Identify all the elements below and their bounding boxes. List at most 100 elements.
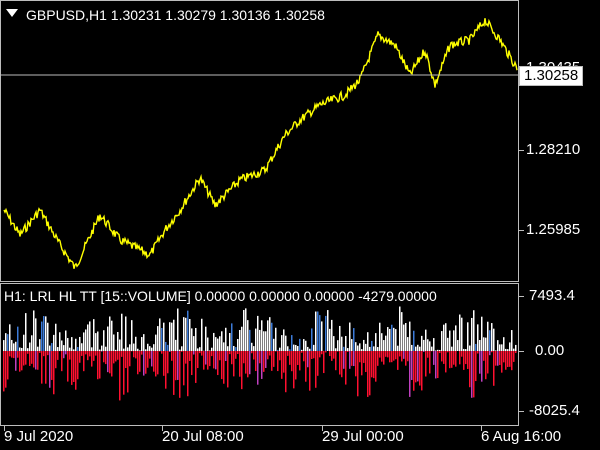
histogram-bar-negative <box>251 351 253 354</box>
histogram-bar-negative <box>419 351 421 386</box>
histogram-bar-positive <box>263 331 265 351</box>
histogram-bar-negative <box>17 351 19 358</box>
histogram-bar-negative <box>441 351 443 362</box>
histogram-bar-positive <box>83 332 85 351</box>
histogram-bar-positive <box>63 345 65 351</box>
histogram-bar-negative <box>283 351 285 373</box>
histogram-bar-negative <box>397 351 399 370</box>
indicator-pane[interactable] <box>0 283 519 426</box>
histogram-bar-negative <box>7 351 9 380</box>
histogram-bar-negative <box>259 351 261 364</box>
histogram-bar-negative <box>409 351 411 397</box>
histogram-bar-negative <box>477 351 479 354</box>
histogram-bar-negative <box>183 351 185 386</box>
histogram-bar-positive <box>27 348 29 351</box>
histogram-bar-negative <box>389 351 391 363</box>
histogram-bar-positive <box>363 339 365 351</box>
histogram-bar-positive <box>5 333 7 351</box>
histogram-bar-negative <box>123 351 125 395</box>
histogram-bar-positive <box>295 344 297 351</box>
histogram-bar-negative <box>515 351 517 354</box>
histogram-bar-negative <box>281 351 283 379</box>
histogram-bar-negative <box>423 351 425 352</box>
histogram-bar-positive <box>153 344 155 351</box>
histogram-bar-negative <box>141 351 143 355</box>
histogram-bar-positive <box>77 346 79 351</box>
histogram-bar-negative <box>231 351 233 365</box>
histogram-bar-positive <box>245 308 247 351</box>
histogram-bar-positive <box>275 327 277 351</box>
histogram-bar-negative <box>381 351 383 362</box>
histogram-bar-positive <box>455 325 457 351</box>
histogram-bar-negative <box>83 351 85 372</box>
histogram-bar-negative <box>361 351 363 376</box>
histogram-bar-negative <box>257 351 259 385</box>
histogram-bar-positive <box>377 347 379 351</box>
histogram-bar-positive <box>249 329 251 351</box>
histogram-bar-negative <box>435 351 437 379</box>
histogram-bar-negative <box>333 351 335 359</box>
histogram-bar-negative <box>339 351 341 375</box>
histogram-bar-negative <box>279 351 281 361</box>
histogram-bar-positive <box>341 336 343 351</box>
histogram-bar-positive <box>197 348 199 351</box>
histogram-bar-positive <box>513 348 515 351</box>
volume-histogram <box>3 306 517 401</box>
histogram-bar-negative <box>253 351 255 360</box>
histogram-bar-positive <box>483 337 485 351</box>
histogram-bar-positive <box>303 339 305 351</box>
histogram-bar-positive <box>511 330 513 351</box>
price-chart-pane[interactable] <box>0 0 519 282</box>
histogram-bar-negative <box>9 351 11 357</box>
histogram-bar-negative <box>507 351 509 367</box>
histogram-bar-negative <box>427 351 429 358</box>
histogram-bar-positive <box>89 321 91 351</box>
histogram-bar-positive <box>317 311 319 351</box>
histogram-bar-negative <box>75 351 77 390</box>
histogram-bar-positive <box>49 345 51 351</box>
histogram-bar-positive <box>243 310 245 351</box>
histogram-bar-positive <box>463 348 465 351</box>
histogram-bar-negative <box>37 351 39 370</box>
histogram-bar-negative <box>255 351 257 372</box>
histogram-bar-positive <box>299 338 301 351</box>
histogram-bar-negative <box>465 351 467 365</box>
histogram-bar-positive <box>497 340 499 351</box>
histogram-bar-positive <box>311 328 313 351</box>
histogram-bar-negative <box>325 351 327 353</box>
histogram-bar-negative <box>331 351 333 361</box>
histogram-bar-positive <box>239 329 241 351</box>
histogram-bar-negative <box>97 351 99 380</box>
histogram-bar-negative <box>71 351 73 385</box>
histogram-bar-positive <box>67 338 69 351</box>
histogram-bar-negative <box>481 351 483 382</box>
histogram-bar-negative <box>237 351 239 355</box>
histogram-bar-positive <box>371 340 373 351</box>
histogram-bar-negative <box>383 351 385 365</box>
triangle-down-icon[interactable] <box>6 9 18 17</box>
histogram-bar-negative <box>379 351 381 358</box>
histogram-bar-negative <box>503 351 505 363</box>
histogram-bar-positive <box>35 318 37 351</box>
histogram-bar-positive <box>313 344 315 351</box>
histogram-bar-positive <box>291 335 293 351</box>
histogram-bar-positive <box>53 334 55 351</box>
histogram-bar-positive <box>437 349 439 351</box>
histogram-bar-negative <box>359 351 361 363</box>
histogram-bar-negative <box>15 351 17 371</box>
histogram-bar-negative <box>313 351 315 359</box>
histogram-bar-positive <box>21 347 23 351</box>
histogram-bar-positive <box>41 321 43 351</box>
histogram-bar-negative <box>411 351 413 380</box>
histogram-bar-negative <box>413 351 415 391</box>
histogram-bar-positive <box>241 326 243 351</box>
histogram-bar-positive <box>287 346 289 351</box>
histogram-bar-positive <box>419 346 421 351</box>
histogram-bar-positive <box>179 349 181 351</box>
histogram-bar-positive <box>265 331 267 351</box>
histogram-bar-negative <box>287 351 289 356</box>
histogram-bar-positive <box>423 339 425 351</box>
histogram-bar-positive <box>361 349 363 351</box>
histogram-bar-positive <box>161 327 163 351</box>
histogram-bar-negative <box>81 351 83 356</box>
